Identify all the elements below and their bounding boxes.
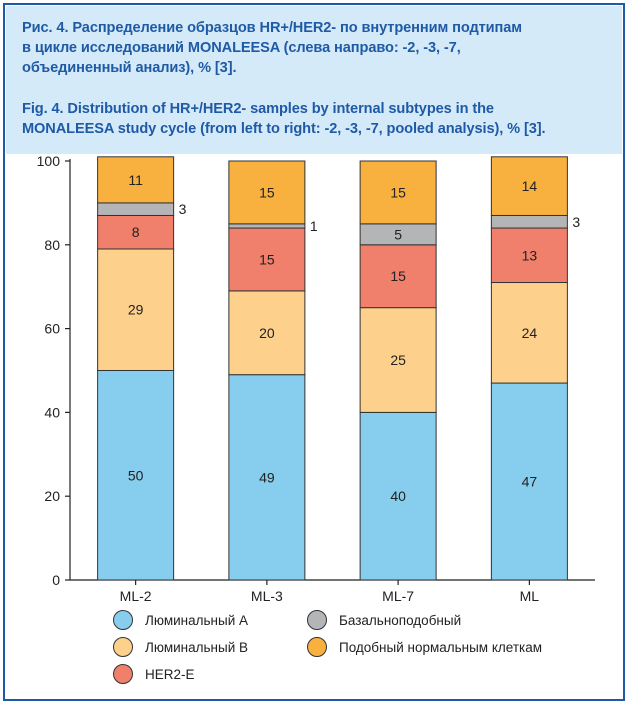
data-label: 8: [132, 224, 140, 240]
bar-segment: [97, 214, 175, 250]
legend-item: HER2-E: [113, 664, 195, 684]
x-tick-label: ML-2: [120, 588, 152, 604]
data-label: 5: [394, 226, 402, 242]
legend-label: Базальноподобный: [339, 612, 462, 628]
y-tick-label: 40: [44, 404, 60, 420]
bar-segment: [490, 282, 568, 384]
bar-segment: [359, 160, 437, 225]
bar-segment: [228, 290, 306, 376]
data-label: 50: [128, 467, 144, 483]
bar-segment: [490, 227, 568, 284]
bar-segment: [97, 202, 175, 216]
bar-segment: [490, 156, 568, 216]
legend-label: Подобный нормальным клеткам: [339, 639, 543, 655]
caption-en-line: Fig. 4. Distribution of HR+/HER2- sample…: [22, 101, 494, 117]
bar-segment: [228, 160, 306, 225]
data-label: 29: [128, 302, 144, 318]
x-tick-label: ML-3: [251, 588, 283, 604]
y-tick-label: 80: [44, 237, 60, 253]
data-label: 20: [259, 325, 275, 341]
data-label: 1: [310, 218, 318, 234]
bar-segment: [228, 374, 306, 581]
data-label: 13: [522, 247, 538, 263]
bar-segment: [97, 156, 175, 204]
y-tick-label: 20: [44, 488, 60, 504]
legend-swatch: [113, 610, 133, 630]
bar-segment: [359, 411, 437, 581]
caption-ru-line: в цикле исследований MONALEESA (слева на…: [22, 40, 461, 56]
data-label: 3: [179, 201, 187, 217]
data-label: 3: [572, 214, 580, 230]
caption-en: Fig. 4. Distribution of HR+/HER2- sample…: [22, 99, 618, 139]
legend-item: Подобный нормальным клеткам: [307, 637, 542, 657]
legend-item: Люминальный A: [113, 610, 248, 630]
caption-en-line: MONALEESA study cycle (from left to righ…: [22, 121, 546, 137]
data-label: 14: [522, 178, 538, 194]
data-label: 15: [390, 268, 406, 284]
bar-segment: [97, 370, 175, 581]
caption-ru-line: Рис. 4. Распределение образцов HR+/HER2-…: [22, 20, 522, 36]
data-label: 47: [522, 474, 538, 490]
data-label: 15: [259, 251, 275, 267]
legend-swatch: [307, 637, 327, 657]
y-tick-label: 60: [44, 321, 60, 337]
data-label: 11: [128, 172, 143, 188]
legend-swatch: [113, 664, 133, 684]
legend-item: Базальноподобный: [307, 610, 461, 630]
y-tick-label: 100: [37, 153, 61, 169]
legend-label: Люминальный B: [145, 639, 248, 655]
legend-label: Люминальный A: [145, 612, 248, 628]
x-tick-label: ML-7: [382, 588, 414, 604]
legend-label: HER2-E: [145, 666, 195, 682]
data-label: 15: [390, 184, 406, 200]
bar-segment: [490, 214, 568, 229]
data-label: 40: [390, 488, 406, 504]
data-label: 25: [390, 352, 406, 368]
legend-item: Люминальный B: [113, 637, 248, 657]
bar-segment: [490, 382, 568, 581]
bar-segment: [228, 227, 306, 292]
bar-segment: [359, 244, 437, 309]
caption-ru: Рис. 4. Распределение образцов HR+/HER2-…: [22, 18, 618, 78]
y-tick-label: 0: [52, 572, 60, 588]
caption-header: Рис. 4. Распределение образцов HR+/HER2-…: [6, 6, 622, 154]
bar-segment: [228, 223, 306, 229]
bar-segment: [97, 248, 175, 372]
caption-ru-line: объединенный анализ), % [3].: [22, 60, 237, 76]
legend-swatch: [307, 610, 327, 630]
legend-swatch: [113, 637, 133, 657]
bar-segment: [359, 307, 437, 413]
data-label: 24: [522, 325, 538, 341]
x-tick-label: ML: [520, 588, 540, 604]
data-label: 49: [259, 469, 275, 485]
data-label: 15: [259, 184, 275, 200]
